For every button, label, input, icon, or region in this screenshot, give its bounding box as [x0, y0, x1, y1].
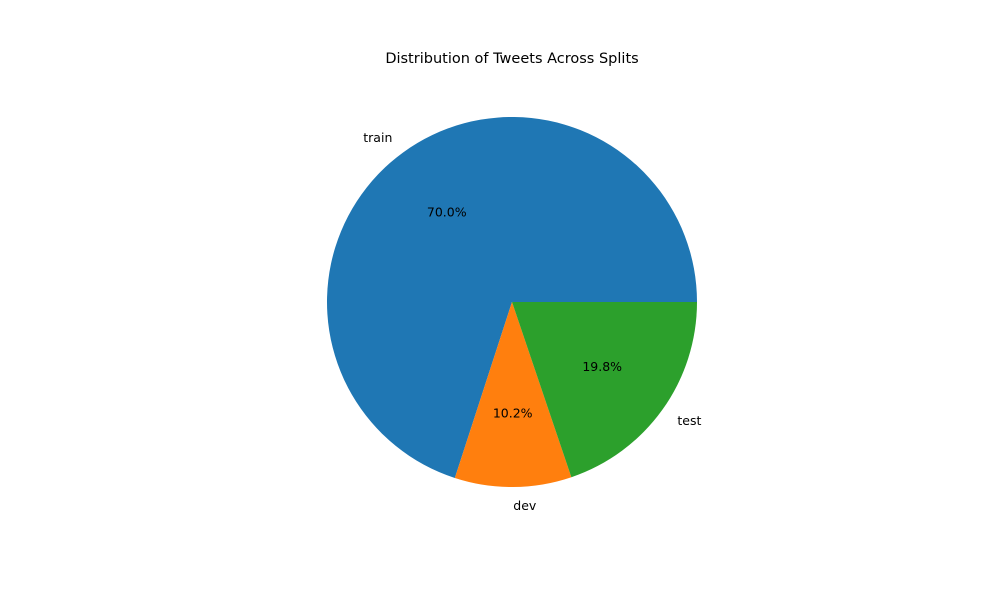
slice-percent-test: 19.8%	[582, 359, 622, 374]
slice-label-dev: dev	[513, 498, 537, 513]
slice-percent-train: 70.0%	[427, 205, 467, 220]
slice-label-train: train	[363, 130, 392, 145]
slice-percent-dev: 10.2%	[493, 405, 533, 420]
pie-slice-dev	[454, 302, 572, 488]
pie-slice-test	[512, 302, 697, 478]
pie-labels: train 70.0% dev 10.2% test 19.8%	[363, 130, 701, 513]
pie-slices	[327, 117, 697, 488]
pie-slice-train	[327, 117, 697, 478]
chart-title: Distribution of Tweets Across Splits	[385, 51, 638, 67]
slice-label-test: test	[677, 413, 701, 428]
